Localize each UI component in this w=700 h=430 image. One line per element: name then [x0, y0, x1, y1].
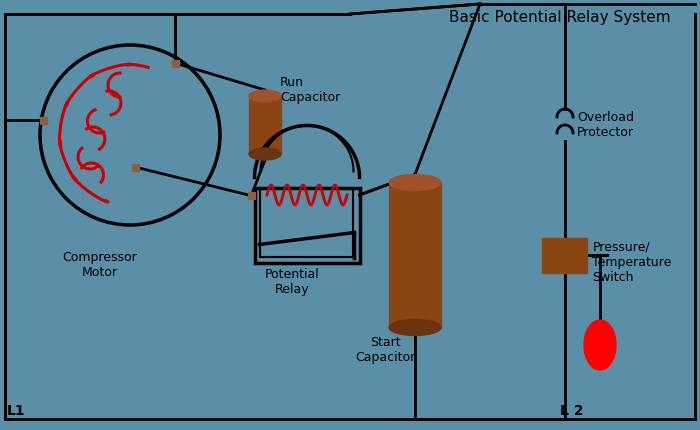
Bar [542, 238, 587, 273]
Ellipse shape [389, 175, 441, 191]
Ellipse shape [249, 91, 281, 103]
Bar [248, 192, 255, 199]
Bar [172, 60, 178, 68]
Text: Pressure/
Temperature
Switch: Pressure/ Temperature Switch [592, 240, 672, 283]
Text: L1: L1 [7, 403, 26, 417]
Ellipse shape [389, 320, 441, 336]
Text: Overload
Protector: Overload Protector [577, 111, 634, 139]
Bar [249, 97, 281, 155]
Bar [132, 164, 139, 171]
Text: Run
Capacitor: Run Capacitor [280, 76, 340, 104]
Bar [255, 188, 360, 263]
Text: Potential
Relay: Potential Relay [265, 268, 319, 296]
Bar [260, 188, 354, 257]
Text: Start
Capacitor: Start Capacitor [355, 336, 415, 364]
Bar [39, 117, 46, 124]
Text: Basic Potential Relay System: Basic Potential Relay System [449, 10, 671, 25]
Text: L 2: L 2 [560, 403, 584, 417]
Ellipse shape [249, 149, 281, 161]
Bar [389, 183, 441, 328]
Text: Compressor
Motor: Compressor Motor [62, 250, 137, 278]
Ellipse shape [584, 320, 616, 370]
